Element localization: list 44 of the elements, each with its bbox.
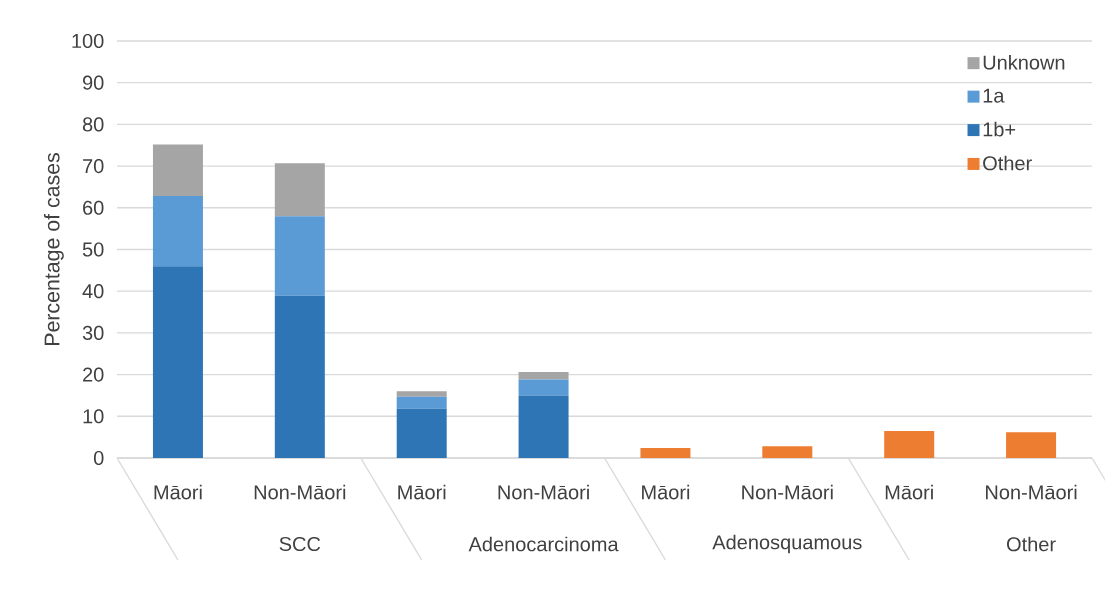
- y-tick-label: 70: [83, 159, 104, 174]
- bar: [518, 372, 569, 380]
- bar: [640, 447, 691, 458]
- bar: [152, 144, 203, 197]
- y-tick-label: 100: [72, 33, 104, 49]
- text: Other: [1007, 536, 1056, 552]
- legend-label: Other: [983, 155, 1032, 171]
- bar: [884, 430, 935, 458]
- bar: [274, 216, 325, 296]
- bar: [396, 396, 447, 409]
- bar: [396, 408, 447, 458]
- x-tick-label: Non-Māori: [742, 484, 833, 500]
- y-axis-title: Percentage of cases: [43, 153, 64, 345]
- text: SCC: [279, 536, 321, 552]
- bar: [518, 379, 569, 396]
- bar: [518, 395, 569, 458]
- x-tick-label: Māori: [398, 484, 446, 500]
- x-tick-label: Non-Māori: [986, 484, 1077, 500]
- bar: [1006, 432, 1057, 458]
- y-tick-label: 0: [93, 450, 104, 466]
- text: Adenosquamous: [712, 534, 862, 554]
- bar: [152, 266, 203, 458]
- x-tick-label: Non-Māori: [254, 484, 346, 500]
- legend-label: Unknown: [983, 54, 1065, 70]
- bar: [762, 446, 813, 458]
- y-tick-label: 80: [82, 117, 104, 132]
- y-tick-label: 50: [82, 242, 104, 257]
- x-tick-label: Non-Māori: [498, 484, 589, 500]
- y-tick-label: 40: [82, 284, 104, 299]
- text: Adenocarcinoma: [468, 536, 619, 552]
- bar: [152, 196, 203, 267]
- x-tick-label: Māori: [885, 484, 933, 500]
- legend-label: 1b+: [983, 121, 1016, 137]
- bar: [274, 163, 325, 217]
- y-tick-label: 90: [83, 75, 104, 90]
- y-tick-label: 60: [83, 200, 104, 215]
- bar: [274, 295, 325, 458]
- x-tick-label: Māori: [154, 484, 202, 500]
- y-tick-label: 30: [82, 325, 104, 340]
- y-tick-label: 20: [83, 367, 104, 382]
- y-tick-label: 10: [83, 409, 104, 424]
- legend-label: 1a: [983, 88, 1005, 103]
- x-tick-label: Māori: [642, 484, 690, 500]
- bar: [396, 391, 447, 397]
